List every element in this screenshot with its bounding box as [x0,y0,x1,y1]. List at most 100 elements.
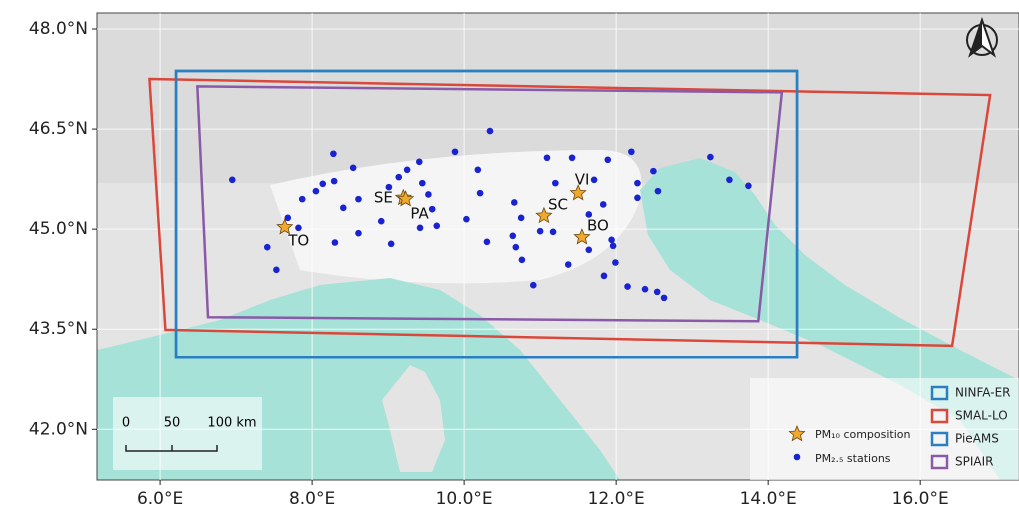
legend-swatch [930,431,949,447]
station [660,294,668,302]
station [415,158,423,166]
station [355,195,362,203]
station [312,187,320,195]
y-tick-label: 48.0°N [29,19,88,39]
scale-label: 50 [164,416,181,431]
station [509,232,517,240]
station [641,285,649,293]
station [726,176,733,184]
x-tick-label: 6.0°E [137,489,183,509]
site-star [535,206,553,224]
sea-adriatic [640,158,1019,480]
station [416,224,424,232]
site-label: TO [287,232,309,250]
x-tick-label: 8.0°E [289,489,335,509]
legend-dot [793,453,801,461]
site-star [573,228,591,245]
station [599,201,607,208]
map-frame [96,12,1019,481]
station [529,281,537,289]
station [319,180,327,188]
station [433,222,441,230]
station [295,224,302,232]
legend-swatch [930,408,949,424]
domain-outline [196,85,784,323]
site-label: BO [587,217,609,235]
station [628,148,635,156]
legend-label: PieAMS [955,432,999,446]
station [476,189,484,197]
station [483,238,491,246]
station [653,288,661,296]
station [385,183,393,191]
station [330,177,338,185]
station [654,187,662,195]
station [552,179,559,187]
station [284,214,292,222]
station [451,148,459,156]
site-star [397,190,415,207]
station [585,211,593,218]
station [339,204,347,212]
station [512,243,520,251]
legend-label: SPIAIR [955,455,993,469]
station [298,195,306,203]
station [474,166,482,174]
station [608,236,615,244]
station [612,259,619,266]
legend-star [788,424,806,442]
station [745,182,752,190]
station [543,154,551,162]
site-label: VI [575,171,590,189]
site-label: SE [374,188,393,206]
station [624,283,631,290]
station [564,261,572,268]
station [377,217,385,225]
station [707,153,714,161]
scale-bar [125,445,218,452]
y-tick-label: 43.5°N [29,319,88,339]
legend-label: NINFA-ER [955,386,1011,400]
station [536,227,544,235]
station [650,167,657,175]
domains [148,69,992,359]
station [428,205,436,213]
site-label: PA [410,205,429,223]
site-label: SC [548,195,568,213]
legend: NINFA-ER SMAL-LO PieAMS SPIAIR PM₁₀ composit… [788,386,1011,470]
station [263,243,271,251]
north-arrow [966,16,998,58]
station [518,256,526,264]
legend-label: PM₁₀ composition [815,428,911,441]
station [604,156,612,164]
domain-outline [148,77,992,348]
station [590,176,598,184]
station [387,240,395,248]
station [549,228,557,236]
station [585,246,593,254]
corsica [382,365,445,472]
station [634,179,641,187]
x-tick-label: 14.0°E [740,489,797,509]
stations: TO SE PA VI SC BO [228,127,752,302]
station [568,154,576,162]
station [486,127,494,135]
domain-outline [174,69,799,359]
scale-label: 0 [122,416,130,431]
y-tick-label: 42.0°N [29,419,88,439]
station [395,173,403,181]
station [355,229,362,237]
station [600,272,608,280]
station [634,194,641,202]
station [517,214,525,222]
station [419,179,426,187]
site-star [276,218,294,235]
station [425,191,432,198]
legend-swatch [930,454,949,470]
station [510,199,518,206]
scale-label: 100 km [207,416,256,431]
station [330,150,337,158]
legend-label: SMAL-LO [955,409,1008,423]
x-tick-label: 16.0°E [892,489,949,509]
